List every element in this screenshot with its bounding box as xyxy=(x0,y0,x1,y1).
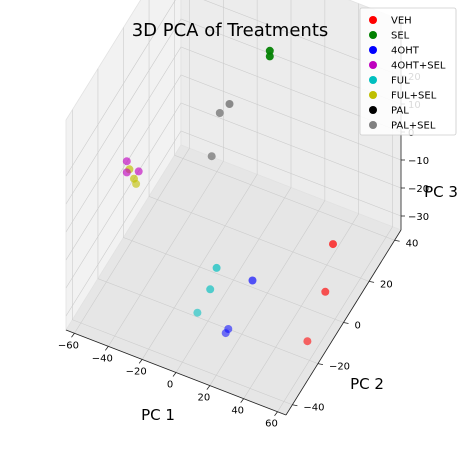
legend-frame xyxy=(359,7,457,136)
legend-marker-veh xyxy=(369,16,377,24)
legend-label-pal: PAL xyxy=(391,106,409,117)
point-ful-sel xyxy=(132,179,141,188)
chart-title: 3D PCA of Treatments xyxy=(132,20,329,41)
point-veh xyxy=(329,240,337,249)
grid-line-x xyxy=(243,3,359,399)
y-tick-mark xyxy=(368,280,375,283)
x-tick-label: 60 xyxy=(265,419,278,430)
legend-label-ful: FUL xyxy=(391,76,410,87)
x-tick-label: −60 xyxy=(58,340,79,351)
grid-line-x xyxy=(141,0,258,360)
point-sel xyxy=(265,46,274,55)
legend-label-4oht-sel: 4OHT+SEL xyxy=(391,61,446,72)
point-sel xyxy=(265,52,274,61)
grid-line-x xyxy=(108,0,224,347)
point-ful xyxy=(212,263,221,272)
x-tick-mark xyxy=(71,333,75,338)
x-tick-label: −40 xyxy=(92,353,113,364)
point-veh xyxy=(321,287,330,296)
grid-line-z xyxy=(65,102,402,289)
grid-line-x xyxy=(209,0,326,386)
x-tick-label: 0 xyxy=(167,380,173,391)
z-tick-label: −10 xyxy=(408,156,429,167)
y-tick-label: 20 xyxy=(380,279,393,290)
x-tick-mark xyxy=(172,372,177,377)
point-pal-sel xyxy=(225,100,234,108)
point-pal-sel xyxy=(207,152,216,161)
data-points xyxy=(122,46,337,346)
x-tick-mark xyxy=(206,385,211,390)
legend-label-sel: SEL xyxy=(391,31,410,42)
grid-line-y xyxy=(97,68,319,364)
point-4oht xyxy=(248,276,257,285)
legend-marker-pal-sel xyxy=(369,121,377,129)
z-tick-label: −30 xyxy=(408,212,429,223)
x-tick-mark xyxy=(274,411,278,416)
x-tick-mark xyxy=(104,346,109,351)
x-tick-mark xyxy=(138,359,143,364)
legend: VEH SEL 4OHT 4OHT+SEL FUL FUL+SEL PAL PAL+SEL xyxy=(359,7,457,136)
z-axis-label: PC 3 xyxy=(424,183,458,201)
point-ful xyxy=(193,308,202,317)
point-4oht-sel xyxy=(122,168,131,177)
point-pal-sel xyxy=(215,109,224,117)
grid-line-x xyxy=(175,0,292,373)
y-tick-label: −20 xyxy=(329,362,350,373)
y-tick-label: −40 xyxy=(303,403,324,414)
grid-line-y xyxy=(148,0,370,282)
grid-line-z xyxy=(65,0,402,177)
grid-line-y xyxy=(72,109,293,406)
x-tick-label: 40 xyxy=(231,406,244,417)
x-axis-label: PC 1 xyxy=(141,406,175,424)
grid-line-z xyxy=(65,46,402,233)
y-tick-label: 0 xyxy=(355,321,361,332)
x-tick-label: −20 xyxy=(126,366,147,377)
point-ful xyxy=(206,285,215,294)
point-4oht-sel xyxy=(134,167,143,176)
legend-label-ful-sel: FUL+SEL xyxy=(391,91,437,102)
y-tick-mark xyxy=(317,363,324,366)
legend-label-pal-sel: PAL+SEL xyxy=(391,121,436,132)
legend-label-4oht: 4OHT xyxy=(391,46,420,57)
grid-line-z xyxy=(65,74,402,261)
x-tick-mark xyxy=(240,398,245,403)
y-tick-label: 40 xyxy=(406,238,419,249)
y-tick-mark xyxy=(292,404,298,407)
legend-marker-4oht-sel xyxy=(369,61,377,69)
y-axis-label: PC 2 xyxy=(350,375,384,393)
legend-marker-pal xyxy=(369,106,377,114)
y-tick-mark xyxy=(343,322,349,324)
grid-line-y xyxy=(123,27,344,323)
legend-marker-ful xyxy=(369,76,377,84)
legend-items: VEH SEL 4OHT 4OHT+SEL FUL FUL+SEL PAL PAL+SEL xyxy=(369,16,446,132)
y-tick-mark xyxy=(394,239,400,242)
point-4oht xyxy=(221,329,230,338)
legend-marker-4oht xyxy=(369,46,377,54)
point-veh xyxy=(303,337,312,346)
legend-marker-ful-sel xyxy=(369,91,377,99)
x-tick-label: 20 xyxy=(197,393,210,404)
point-4oht-sel xyxy=(122,157,131,166)
z-tick-label: −20 xyxy=(408,184,429,195)
grid-line-z xyxy=(65,18,402,205)
grid-line-y xyxy=(174,0,395,241)
grid-line-x xyxy=(74,0,190,334)
legend-marker-sel xyxy=(369,31,377,39)
grid-line-z xyxy=(65,130,402,317)
legend-label-veh: VEH xyxy=(391,16,412,27)
